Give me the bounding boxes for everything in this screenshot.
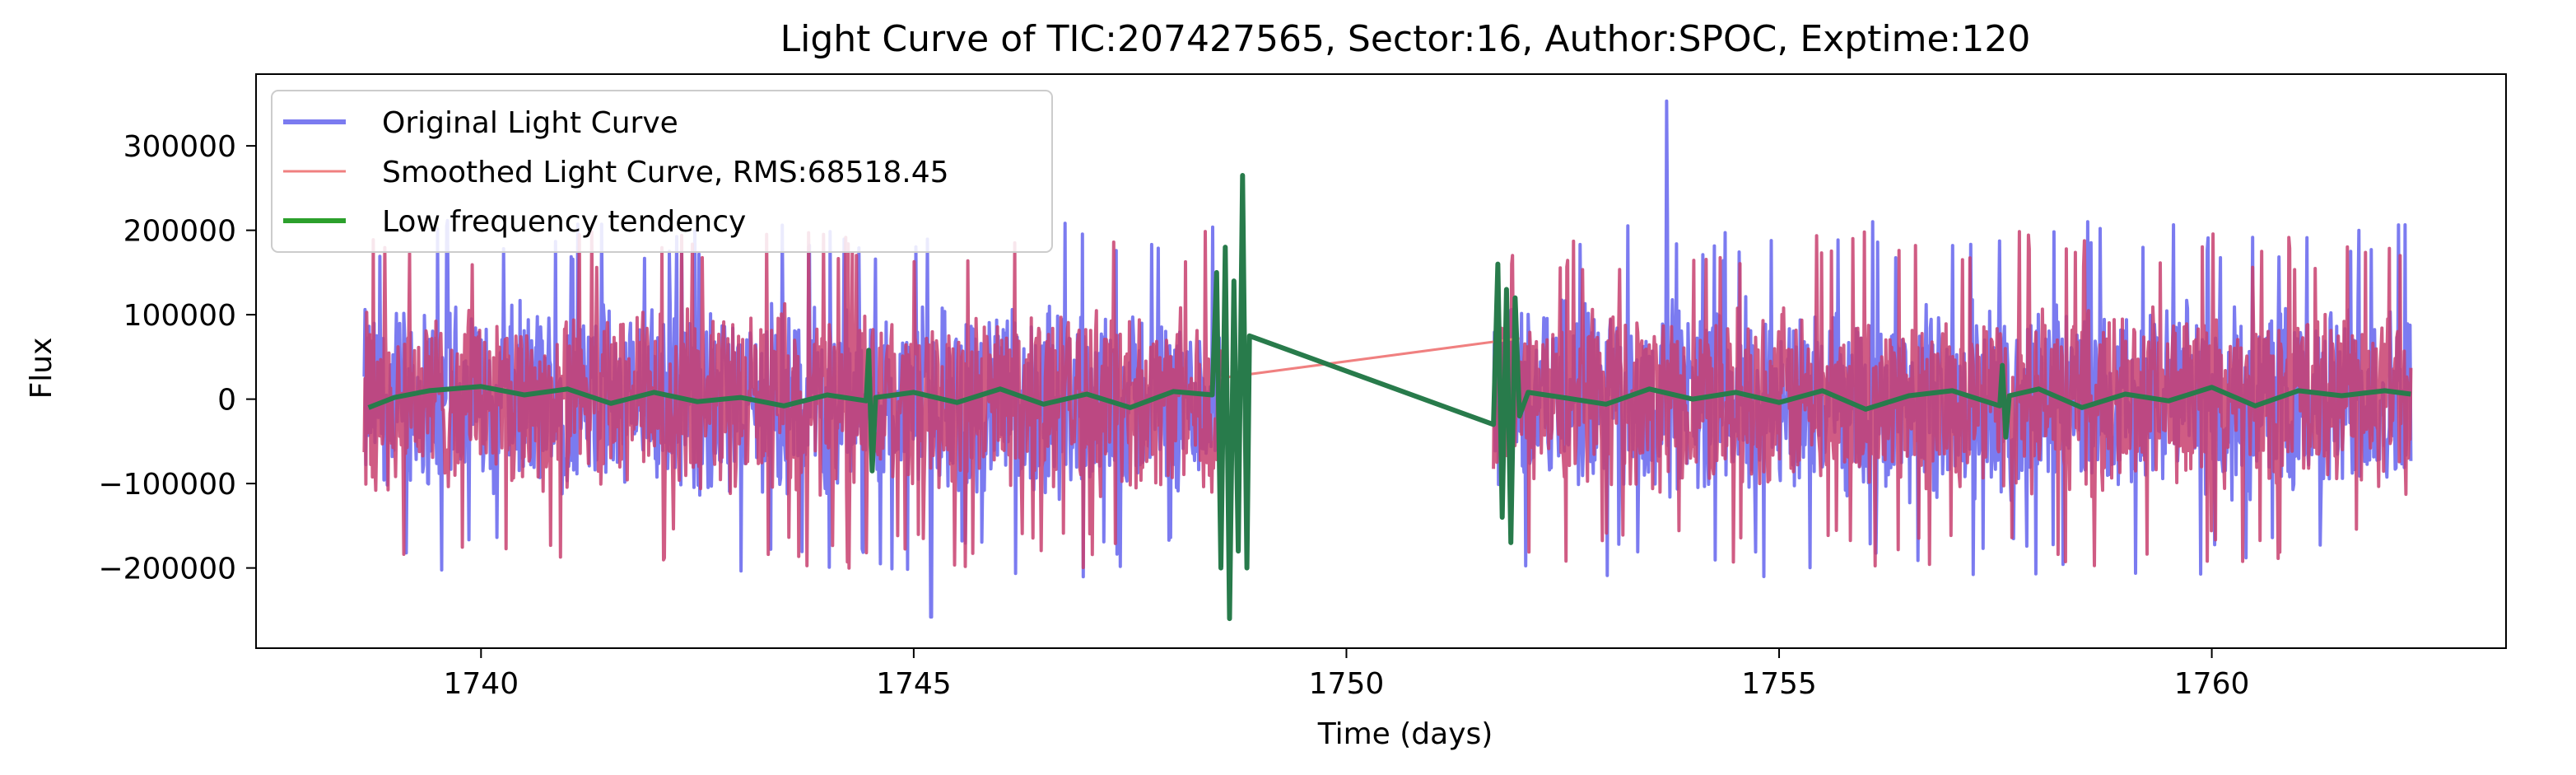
plot-frame	[255, 73, 2507, 649]
y-tick-label: 200000	[123, 215, 236, 249]
legend: Original Light Curve Smoothed Light Curve…	[271, 90, 1053, 253]
x-tick-label: 1745	[876, 667, 952, 701]
x-tick-label: 1750	[1309, 667, 1385, 701]
x-axis-label: Time (days)	[1317, 717, 1493, 751]
y-tick-label: −100000	[98, 468, 236, 502]
x-tick-label: 1740	[443, 667, 519, 701]
plot-area	[362, 99, 2413, 622]
y-tick-label: 300000	[123, 130, 236, 164]
y-tick-label: 100000	[123, 299, 236, 333]
legend-entry: Smoothed Light Curve, RMS:68518.45	[382, 156, 949, 189]
y-tick-label: −200000	[98, 553, 236, 586]
x-tick-label: 1755	[1741, 667, 1817, 701]
legend-entry: Low frequency tendency	[382, 205, 746, 239]
legend-box	[271, 90, 1053, 253]
smoothed-gap-bridge	[1220, 337, 1520, 380]
y-axis-label: Flux	[25, 338, 58, 399]
chart-title: Light Curve of TIC:207427565, Sector:16,…	[780, 18, 2031, 60]
low-frequency-tendency-line	[367, 173, 2411, 622]
legend-entry: Original Light Curve	[382, 106, 678, 140]
smoothed-light-curve-segment-1	[362, 230, 1223, 570]
y-tick-label: 0	[217, 384, 236, 418]
y-axis-ticks: −200000 −100000 0 100000 200000 300000	[98, 130, 256, 586]
x-tick-label: 1760	[2174, 667, 2250, 701]
x-axis-ticks: 1740 1745 1750 1755 1760	[443, 648, 2249, 701]
